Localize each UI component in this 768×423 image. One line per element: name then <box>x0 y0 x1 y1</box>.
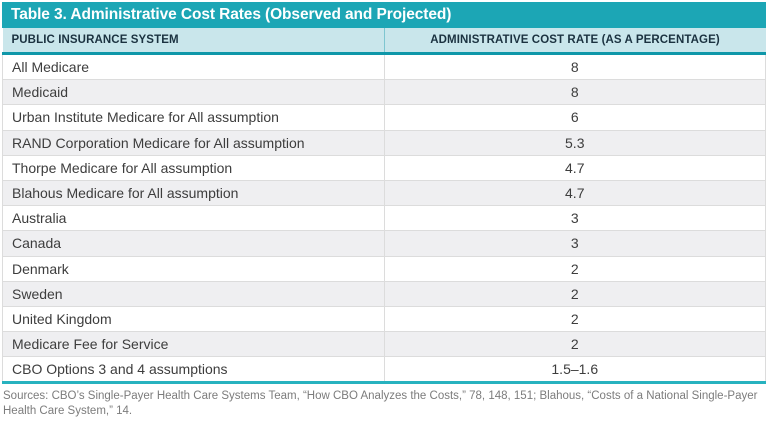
table-row: Urban Institute Medicare for All assumpt… <box>2 104 766 131</box>
table-body: All Medicare 8 Medicaid 8 Urban Institute Me… <box>2 53 766 385</box>
cell-insurance-system: Medicaid <box>2 79 384 106</box>
table-row: All Medicare 8 <box>2 53 766 81</box>
table-row: CBO Options 3 and 4 assumptions 1.5–1.6 <box>2 356 766 385</box>
column-header-administrative-cost-rate: ADMINISTRATIVE COST RATE (AS A PERCENTAG… <box>383 28 766 55</box>
table-row: Sweden 2 <box>2 281 766 307</box>
cell-insurance-system: CBO Options 3 and 4 assumptions <box>2 356 384 385</box>
table-header-row: PUBLIC INSURANCE SYSTEM ADMINISTRATIVE C… <box>2 28 766 55</box>
cell-cost-rate: 3 <box>383 205 766 232</box>
cell-cost-rate: 8 <box>383 79 766 106</box>
cell-cost-rate: 2 <box>383 306 766 333</box>
cell-cost-rate: 8 <box>383 53 766 81</box>
cell-insurance-system: Australia <box>2 205 384 232</box>
source-note: Sources: CBO’s Single-Payer Health Care … <box>3 390 758 418</box>
cell-insurance-system: Medicare Fee for Service <box>2 331 384 358</box>
cell-insurance-system: Sweden <box>2 281 384 307</box>
cell-cost-rate: 2 <box>383 281 766 307</box>
table-row: Thorpe Medicare for All assumption 4.7 <box>2 155 766 181</box>
table-row: RAND Corporation Medicare for All assump… <box>2 130 766 156</box>
cell-insurance-system: Blahous Medicare for All assumption <box>2 180 384 207</box>
cell-cost-rate: 5.3 <box>383 130 766 156</box>
cell-insurance-system: Canada <box>2 230 384 257</box>
table-row: United Kingdom 2 <box>2 306 766 333</box>
cell-cost-rate: 1.5–1.6 <box>383 356 766 385</box>
cell-cost-rate: 2 <box>383 331 766 358</box>
cell-cost-rate: 4.7 <box>383 180 766 207</box>
cell-insurance-system: Urban Institute Medicare for All assumpt… <box>2 104 384 131</box>
column-header-public-insurance-system: PUBLIC INSURANCE SYSTEM <box>2 28 384 55</box>
table-row: Medicaid 8 <box>2 79 766 106</box>
cell-insurance-system: Thorpe Medicare for All assumption <box>2 155 384 181</box>
table-title: Table 3. Administrative Cost Rates (Obse… <box>11 6 452 23</box>
table-row: Medicare Fee for Service 2 <box>2 331 766 358</box>
cell-insurance-system: RAND Corporation Medicare for All assump… <box>2 130 384 156</box>
cell-insurance-system: Denmark <box>2 256 384 282</box>
cell-insurance-system: All Medicare <box>2 53 384 81</box>
table-title-bar: Table 3. Administrative Cost Rates (Obse… <box>2 2 766 28</box>
cell-cost-rate: 3 <box>383 230 766 257</box>
table-row: Denmark 2 <box>2 256 766 282</box>
cell-cost-rate: 6 <box>383 104 766 131</box>
table-row: Australia 3 <box>2 205 766 232</box>
admin-cost-rates-table: PUBLIC INSURANCE SYSTEM ADMINISTRATIVE C… <box>2 28 766 385</box>
table-row: Canada 3 <box>2 230 766 257</box>
cell-insurance-system: United Kingdom <box>2 306 384 333</box>
cell-cost-rate: 4.7 <box>383 155 766 181</box>
table-row: Blahous Medicare for All assumption 4.7 <box>2 180 766 207</box>
cell-cost-rate: 2 <box>383 256 766 282</box>
